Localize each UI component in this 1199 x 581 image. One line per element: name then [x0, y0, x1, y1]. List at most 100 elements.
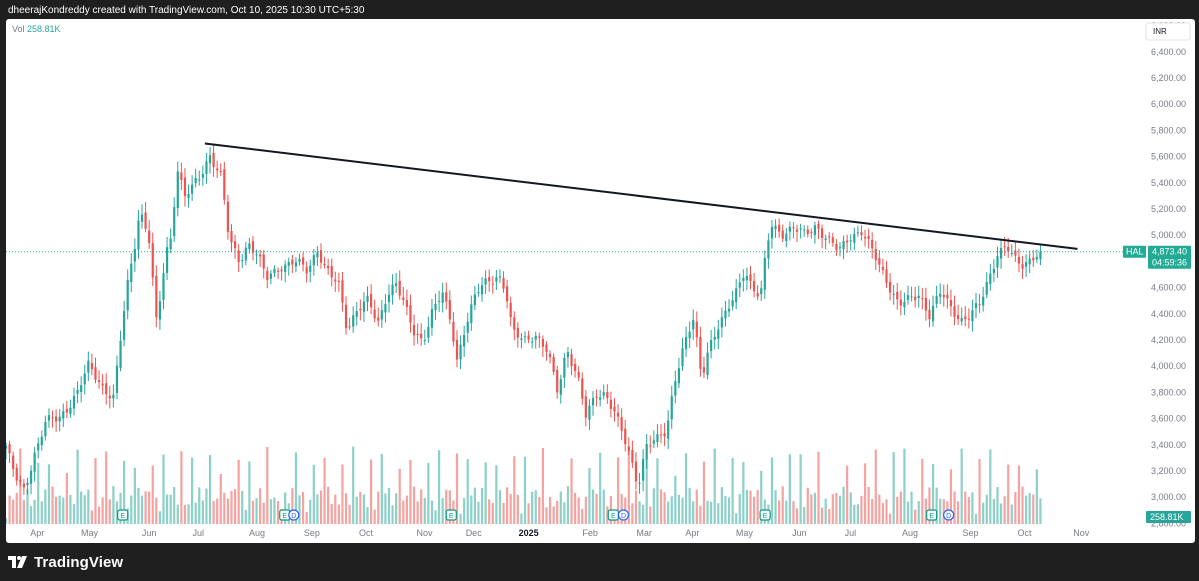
candle: [1021, 255, 1024, 279]
volume-bar: [359, 491, 362, 524]
x-tick-label: Mar: [636, 528, 652, 538]
candle: [448, 290, 451, 325]
volume-bar: [745, 489, 749, 524]
volume-bar: [123, 460, 126, 524]
dividend-marker[interactable]: D: [288, 509, 300, 521]
volume-bar: [266, 446, 269, 524]
candle-body: [921, 298, 924, 300]
candle-body: [548, 353, 552, 358]
candle-body: [312, 255, 315, 266]
volume-bar: [649, 506, 652, 524]
trendline[interactable]: [204, 142, 1078, 250]
candle-body: [566, 352, 570, 358]
volume-bar: [906, 501, 910, 524]
volume-value: 258.81K: [27, 24, 61, 34]
volume-bar: [448, 490, 451, 524]
candle: [817, 220, 820, 240]
candle-body: [280, 269, 283, 272]
volume-bar: [724, 496, 727, 524]
earnings-marker[interactable]: E: [445, 509, 457, 521]
candle-body: [466, 321, 469, 333]
candle: [94, 357, 97, 384]
dividend-marker[interactable]: D: [617, 509, 630, 521]
tradingview-logo-icon: [8, 556, 27, 568]
candle-body: [294, 262, 298, 267]
candle-body: [348, 326, 351, 328]
x-tick-label: Nov: [417, 528, 434, 538]
candle-body: [881, 266, 885, 271]
x-tick-label: Sep: [963, 528, 979, 538]
candle-body: [842, 240, 845, 250]
candle-body: [362, 301, 366, 312]
candle: [155, 265, 158, 328]
candle-body: [799, 228, 802, 230]
candle-body: [51, 417, 54, 419]
volume-bar: [498, 490, 502, 524]
candle: [259, 249, 262, 267]
candle: [395, 272, 398, 294]
dividend-marker[interactable]: D: [943, 509, 955, 521]
event-letter: E: [282, 513, 287, 520]
candle: [688, 321, 691, 348]
volume-bar: [405, 495, 408, 524]
candle: [717, 319, 720, 350]
candle: [369, 284, 373, 315]
candle-body: [556, 370, 559, 393]
price-axis[interactable]: 6,600.006,400.006,200.006,000.005,800.00…: [1151, 21, 1186, 529]
candle: [72, 387, 76, 416]
earnings-marker[interactable]: E: [607, 509, 619, 521]
volume-bar: [437, 450, 441, 524]
y-tick-label: 4,000.00: [1151, 361, 1186, 371]
volume-bar: [445, 489, 448, 524]
candle-body: [337, 280, 340, 282]
candle-body: [133, 248, 136, 262]
candle: [953, 295, 956, 326]
candle-body: [896, 292, 899, 300]
candle-body: [1035, 256, 1038, 260]
candle: [269, 269, 272, 285]
volume-bar: [667, 501, 670, 524]
volume-bar: [566, 486, 570, 524]
candle-body: [1028, 258, 1031, 265]
candle-body: [72, 396, 76, 409]
candle-body: [484, 278, 487, 285]
earnings-marker[interactable]: E: [117, 509, 129, 521]
candle: [563, 352, 566, 389]
candle: [856, 225, 859, 237]
candle: [627, 437, 630, 456]
candle-body: [398, 280, 401, 296]
volume-bar: [971, 492, 974, 524]
volume-bar: [65, 472, 68, 524]
candle: [731, 290, 734, 311]
earnings-marker[interactable]: E: [759, 509, 771, 521]
candle: [677, 357, 681, 389]
volume-bar: [799, 454, 802, 524]
candle: [684, 326, 688, 357]
candle-body: [123, 311, 126, 340]
candle-body: [198, 179, 201, 181]
volume-bar: [785, 500, 788, 524]
x-tick-label: Sep: [304, 528, 320, 538]
candle-body: [491, 283, 494, 285]
candle-body: [763, 257, 766, 290]
candle: [531, 337, 534, 349]
candle-body: [62, 411, 65, 419]
candle-body: [531, 341, 534, 343]
x-tick-label: Jun: [792, 528, 807, 538]
candle-body: [276, 270, 280, 272]
tradingview-branding[interactable]: TradingView: [8, 550, 123, 574]
volume-bar: [1035, 469, 1038, 524]
candle-body: [892, 293, 895, 295]
candle-body: [287, 261, 290, 266]
currency-box[interactable]: INR: [1145, 22, 1191, 41]
x-tick-label: Feb: [582, 528, 598, 538]
earnings-marker[interactable]: E: [926, 509, 938, 521]
volume-bar: [233, 489, 237, 524]
candle: [176, 161, 179, 217]
candle: [1039, 244, 1042, 266]
candle: [65, 400, 68, 419]
candle-body: [502, 277, 505, 289]
